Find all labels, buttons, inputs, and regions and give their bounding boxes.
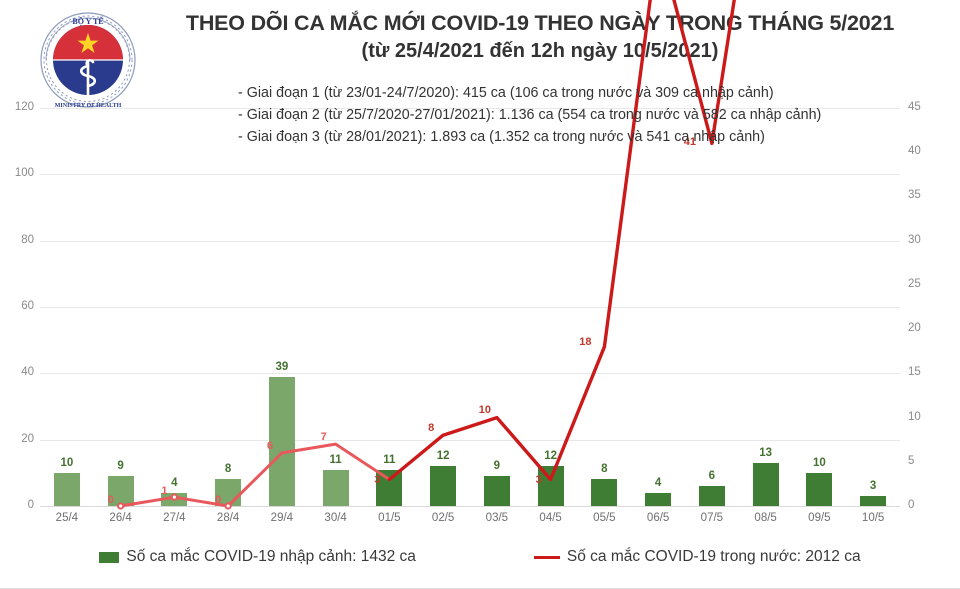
- bar-label: 12: [436, 450, 450, 463]
- legend-item-imported: Số ca mắc COVID-19 nhập cảnh: 1432 ca: [99, 548, 416, 566]
- page-title: THEO DÕI CA MẮC MỚI COVID-19 THEO NGÀY T…: [185, 11, 895, 35]
- y-axis-right-tick: 35: [908, 189, 921, 202]
- x-axis-tick-25-4: 25/4: [55, 512, 79, 524]
- y-axis-right-tick: 30: [908, 233, 921, 246]
- svg-text:MINISTRY OF HEALTH: MINISTRY OF HEALTH: [55, 103, 122, 109]
- y-axis-right-tick: 15: [908, 366, 921, 379]
- x-axis-tick-05-5: 05/5: [593, 512, 616, 524]
- annotation-line-1: - Giai đoạn 1 (từ 23/01-24/7/2020): 415 …: [238, 85, 774, 101]
- bar-label: 12: [544, 450, 558, 463]
- line-label: 0: [215, 494, 222, 506]
- bar-label: 8: [224, 463, 232, 476]
- bar-25-4[interactable]: [53, 472, 80, 506]
- x-axis-tick-10-5: 10/5: [861, 512, 885, 524]
- bar-06-5[interactable]: [645, 492, 672, 506]
- bar-label: 11: [383, 453, 396, 466]
- annotation-line-2: - Giai đoạn 2 (từ 25/7/2020-27/01/2021):…: [238, 107, 822, 124]
- x-axis-tick-01-5: 01/5: [378, 512, 401, 524]
- x-axis-tick-29-4: 29/4: [270, 512, 294, 524]
- annotation-block: - Giai đoạn 1 (từ 23/01-24/7/2020): 415 …: [238, 82, 821, 148]
- y-axis-right-tick: 5: [908, 454, 915, 467]
- gridline: [40, 307, 900, 308]
- bar-label: 3: [869, 480, 877, 493]
- legend-swatch-bar-icon: [99, 551, 120, 563]
- y-axis-left-tick: 0: [27, 499, 34, 511]
- x-axis-tick-07-5: 07/5: [700, 512, 724, 524]
- title-block: THEO DÕI CA MẮC MỚI COVID-19 THEO NGÀY T…: [140, 10, 940, 64]
- bar-label: 10: [812, 456, 826, 469]
- bar-09-5[interactable]: [806, 472, 833, 506]
- x-axis-tick-09-5: 09/5: [808, 512, 831, 524]
- y-axis-right-tick: 45: [908, 101, 921, 113]
- x-axis-tick-03-5: 03/5: [485, 512, 509, 524]
- line-label: 7: [320, 431, 327, 444]
- bar-label: 6: [708, 470, 716, 483]
- line-label: 41: [683, 136, 696, 149]
- x-axis-tick-08-5: 08/5: [754, 512, 777, 524]
- legend-item-domestic: Số ca mắc COVID-19 trong nước: 2012 ca: [533, 548, 861, 566]
- x-axis-tick-28-4: 28/4: [216, 512, 240, 524]
- gridline: [40, 439, 900, 441]
- line-label: 8: [428, 422, 435, 435]
- gridline: [40, 174, 900, 176]
- bar-label: 10: [60, 456, 74, 469]
- y-axis-right-tick: 20: [908, 322, 921, 335]
- gridline: [40, 373, 900, 375]
- y-axis-right-tick: 0: [908, 499, 915, 511]
- line-label: 18: [579, 335, 592, 348]
- ministry-of-health-logo: BỘ Y TẾ MINISTRY OF HEALTH: [40, 12, 136, 109]
- bar-02-5[interactable]: [430, 466, 457, 506]
- bar-label: 11: [329, 453, 342, 466]
- y-axis-left-tick: 20: [21, 432, 34, 445]
- y-axis-left-tick: 40: [21, 366, 34, 379]
- chart-plot-area: 0 20 40 60 80 100 120 0 5 10 15 20 25 30 35 40 45 10 9 4 8…: [15, 0, 921, 524]
- bar-10-5[interactable]: [860, 496, 887, 506]
- x-axis-tick-06-5: 06/5: [646, 512, 670, 524]
- page-subtitle: (từ 25/4/2021 đến 12h ngày 10/5/2021): [361, 40, 719, 63]
- x-axis-tick-02-5: 02/5: [431, 512, 455, 524]
- line-label: 0: [107, 494, 114, 506]
- legend-label-imported: Số ca mắc COVID-19 nhập cảnh: 1432 ca: [126, 548, 416, 565]
- annotation-line-3: - Giai đoạn 3 (từ 28/01/2021): 1.893 ca …: [238, 129, 765, 146]
- gridline: [40, 240, 900, 242]
- line-label: 6: [266, 439, 273, 452]
- y-axis-left-tick: 80: [21, 233, 34, 246]
- legend-label-domestic: Số ca mắc COVID-19 trong nước: 2012 ca: [566, 548, 861, 565]
- svg-text:BỘ Y TẾ: BỘ Y TẾ: [72, 16, 103, 26]
- chart-legend: Số ca mắc COVID-19 nhập cảnh: 1432 ca Số…: [0, 548, 960, 566]
- x-axis-tick-30-4: 30/4: [324, 512, 347, 524]
- y-axis-left-tick: 120: [14, 101, 34, 113]
- x-axis-tick-26-4: 26/4: [109, 512, 132, 524]
- bar-08-5[interactable]: [752, 462, 779, 506]
- y-axis-right-tick: 40: [908, 145, 921, 158]
- y-axis-right-tick: 10: [908, 410, 921, 423]
- bar-03-5[interactable]: [483, 476, 510, 506]
- y-axis-right-tick: 25: [908, 277, 921, 290]
- bar-label: 39: [275, 360, 289, 373]
- bar-label: 8: [601, 463, 608, 476]
- bar-05-5[interactable]: [591, 479, 618, 506]
- bar-30-4[interactable]: [322, 469, 349, 506]
- legend-swatch-line-icon: [533, 555, 560, 559]
- line-label: 3: [374, 474, 381, 487]
- x-axis-tick-04-5: 04/5: [539, 512, 562, 524]
- x-axis-tick-27-4: 27/4: [163, 512, 186, 524]
- bar-label: 13: [759, 446, 773, 459]
- line-label: 3: [535, 474, 542, 487]
- bar-label: 4: [654, 476, 662, 489]
- y-axis-left-tick: 60: [21, 300, 34, 312]
- line-label: 1: [161, 485, 168, 498]
- bar-07-5[interactable]: [698, 486, 725, 506]
- y-axis-left-tick: 100: [14, 167, 34, 180]
- bar-label: 9: [493, 460, 501, 473]
- bar-label: 9: [117, 460, 124, 473]
- line-label: 10: [478, 403, 491, 416]
- gridline: [40, 506, 900, 507]
